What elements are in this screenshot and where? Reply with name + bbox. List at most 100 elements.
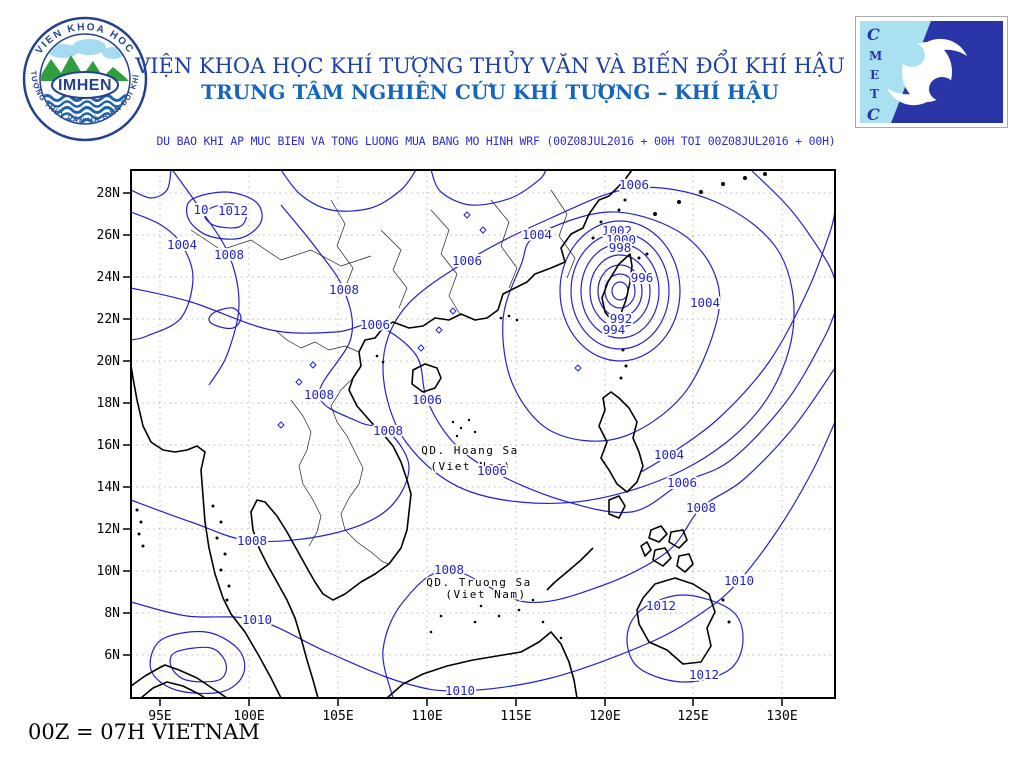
small-island-dot [599, 220, 603, 224]
small-island-dot [605, 228, 609, 232]
island-coastline [668, 529, 688, 549]
island-coastline [636, 577, 716, 665]
isobar-label: 1004 [522, 227, 552, 242]
lat-tick-label: 8N [104, 606, 120, 621]
border-line [490, 199, 518, 289]
small-island-dot [429, 630, 433, 634]
lat-tick-label: 10N [97, 564, 120, 579]
minor-contour-diamond [277, 421, 285, 429]
isobar-label: 1006 [619, 177, 649, 192]
isobar-label: 1010 [724, 573, 754, 588]
small-island-dot [591, 236, 595, 240]
lon-tick-label: 120E [589, 709, 620, 724]
border-line [274, 329, 360, 353]
lon-tick-label: 100E [233, 709, 264, 724]
place-label: (Viet Nam) [445, 588, 526, 601]
isobar-label: 996 [631, 270, 654, 285]
small-island-dot [473, 430, 477, 434]
cmetc-s-swoosh [887, 38, 967, 106]
small-island-dot [531, 598, 535, 602]
small-island-dot [459, 426, 463, 430]
small-island-dot [645, 252, 649, 256]
island-coastline [676, 553, 694, 573]
isobar-line [131, 204, 410, 543]
small-island-dot [621, 348, 625, 352]
lon-tick-label: 125E [677, 709, 708, 724]
coastline [250, 170, 633, 698]
small-island-dot [763, 172, 767, 176]
institute-name-line1: VIỆN KHOA HỌC KHÍ TƯỢNG THỦY VĂN VÀ BIẾN… [135, 54, 845, 78]
typhoon-ring [559, 220, 681, 362]
cmetc-letters: C M E T C [867, 25, 882, 124]
island-coastline [411, 363, 442, 393]
border-line [380, 229, 408, 309]
cmetc-letter-t: T [870, 87, 879, 101]
coastline [546, 547, 594, 591]
minor-contour-diamond [309, 361, 317, 369]
cmetc-logo: C M E T C [855, 16, 1008, 128]
island-coastline [640, 541, 652, 557]
small-island-dot [439, 614, 443, 618]
minor-contour-diamond [463, 211, 471, 219]
isobar-line [640, 209, 835, 473]
lon-tick-label: 115E [500, 709, 531, 724]
small-island-dot [677, 200, 681, 204]
isobar-label: 1006 [412, 392, 442, 407]
small-island-dot [619, 376, 623, 380]
cmetc-letter-c2: C [867, 105, 880, 124]
minor-contour-diamond [574, 364, 582, 372]
isobar-line [149, 630, 246, 695]
small-island-dot [211, 504, 215, 508]
lon-tick-label: 130E [766, 709, 797, 724]
lon-tick-label: 110E [411, 709, 442, 724]
island-coastline [601, 253, 633, 323]
lon-tick-label: 105E [322, 709, 353, 724]
coastline [386, 631, 578, 698]
lat-tick-label: 18N [97, 396, 120, 411]
isobar-line [502, 211, 721, 442]
map-border [130, 169, 836, 699]
minor-contour-diamond [479, 226, 487, 234]
small-island-dot [727, 620, 731, 624]
isobar-label: 1006 [452, 253, 482, 268]
isobar-label: 1004 [690, 295, 720, 310]
isobar-label: 1008 [434, 562, 464, 577]
isobar-line [430, 170, 547, 206]
isobar-label: 998 [609, 240, 632, 255]
isobar-line [750, 170, 835, 281]
small-island-dot [559, 636, 563, 640]
small-island-dot [451, 420, 455, 424]
small-island-dot [624, 364, 628, 368]
isobar-label: 1012 [689, 667, 719, 682]
imhen-ellipse [51, 71, 119, 99]
institute-name-line2: TRUNG TÂM NGHIÊN CỨU KHÍ TƯỢNG – KHÍ HẬU [201, 80, 779, 104]
minor-contour-diamond [449, 307, 457, 315]
typhoon-ring [611, 281, 629, 301]
lat-tick-label: 6N [104, 648, 120, 663]
island-coastline [608, 495, 626, 519]
isobar-label: 1008 [373, 423, 403, 438]
border-line [430, 209, 462, 317]
isobar-line [131, 211, 194, 341]
small-island-dot [497, 614, 501, 618]
isobar-line [131, 287, 835, 514]
isobar-line [626, 594, 744, 683]
isobar-label: 1008 [686, 500, 716, 515]
small-island-dot [139, 520, 143, 524]
small-island-dot [137, 532, 141, 536]
small-island-dot [375, 354, 379, 358]
isobar-line [382, 367, 835, 698]
small-island-dot [721, 182, 725, 186]
small-island-dot [455, 434, 459, 438]
isobar-line [171, 170, 240, 386]
small-island-dot [699, 190, 703, 194]
border-line [330, 377, 390, 565]
isobar-label: 1000 [606, 232, 636, 247]
cloud-shape [72, 39, 106, 55]
small-island-dot [515, 318, 519, 322]
isobar-label: 1006 [667, 475, 697, 490]
imhen-logo: VIEN KHOA HOC KHÍ TƯỢNG THỦY VĂN VÀ BIẾN… [22, 16, 148, 142]
small-island-dot [225, 598, 229, 602]
minor-contour-diamond [417, 344, 425, 352]
isobar-label: 1008 [304, 387, 334, 402]
